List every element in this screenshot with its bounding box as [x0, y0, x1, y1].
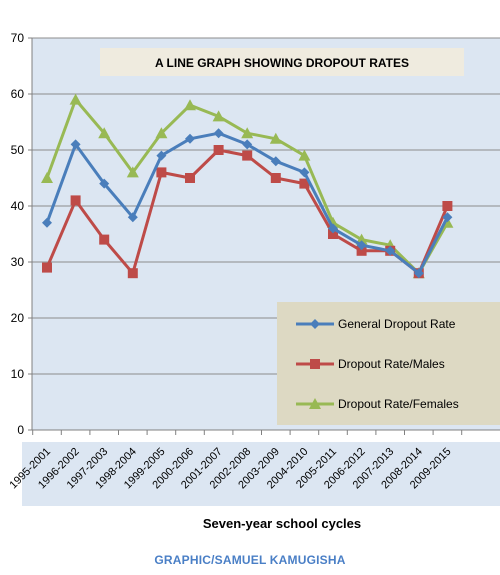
series-0: [42, 128, 453, 279]
y-tick-label: 50: [11, 143, 25, 157]
data-point: [156, 167, 167, 178]
data-point: [42, 262, 52, 273]
data-point: [299, 178, 310, 189]
data-point: [41, 172, 53, 183]
data-point: [127, 212, 138, 223]
series-2: [41, 93, 454, 279]
data-point: [184, 99, 196, 111]
data-point: [155, 127, 168, 139]
data-point: [241, 127, 254, 139]
data-point: [213, 128, 224, 139]
data-point: [242, 139, 253, 150]
y-tick-label: 60: [11, 87, 25, 101]
series-1: [42, 145, 453, 279]
data-point: [212, 110, 225, 122]
series-lines: [41, 93, 454, 279]
data-point: [356, 245, 367, 256]
data-point: [442, 201, 453, 211]
data-point: [269, 132, 282, 144]
y-tick-label: 0: [17, 423, 24, 437]
data-point: [413, 268, 424, 279]
xlabel-band: [22, 442, 500, 506]
data-point: [242, 150, 253, 161]
y-tick-label: 10: [11, 367, 25, 381]
chart-title: A LINE GRAPH SHOWING DROPOUT RATES: [155, 56, 409, 70]
data-point: [70, 139, 81, 150]
data-point: [356, 240, 367, 251]
legend-swatch-marker: [310, 359, 320, 369]
y-axis: 0 10 20 30 40 50 60 70: [11, 31, 33, 437]
y-tick-label: 70: [11, 31, 25, 45]
legend-label: Dropout Rate/Females: [338, 397, 459, 411]
data-point: [270, 173, 281, 183]
data-point: [185, 133, 195, 144]
legend-label: General Dropout Rate: [338, 317, 456, 331]
data-point: [298, 149, 311, 161]
data-point: [99, 178, 110, 189]
data-point: [270, 156, 281, 167]
data-point: [442, 212, 453, 223]
data-point: [156, 150, 167, 161]
data-point: [126, 166, 139, 178]
data-point: [213, 145, 224, 155]
y-tick-label: 30: [11, 255, 25, 269]
y-tick-label: 40: [11, 199, 25, 213]
y-tick-label: 20: [11, 311, 25, 325]
data-point: [98, 127, 111, 139]
x-axis-title: Seven-year school cycles: [203, 516, 361, 531]
data-point: [69, 93, 82, 105]
data-point: [70, 195, 81, 206]
data-point: [99, 234, 110, 245]
graphic-credit: GRAPHIC/SAMUEL KAMUGISHA: [154, 553, 346, 567]
legend-label: Dropout Rate/Males: [338, 357, 445, 371]
data-point: [328, 223, 338, 234]
data-point: [42, 217, 52, 228]
data-point: [328, 229, 338, 239]
data-point: [127, 268, 138, 279]
legend: General Dropout Rate Dropout Rate/Males Dr…: [277, 302, 500, 425]
data-point: [185, 173, 195, 183]
data-point: [385, 245, 396, 256]
data-point: [299, 167, 310, 178]
legend-swatch-marker: [310, 319, 320, 329]
legend-swatch-marker: [309, 398, 321, 409]
chart-title-box: A LINE GRAPH SHOWING DROPOUT RATES: [100, 48, 464, 76]
